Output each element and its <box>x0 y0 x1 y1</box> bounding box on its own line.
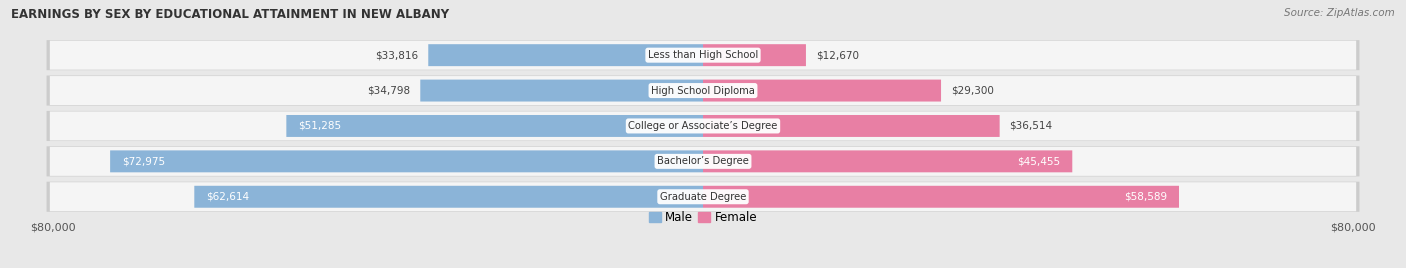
FancyBboxPatch shape <box>110 150 703 172</box>
Text: $34,798: $34,798 <box>367 85 411 96</box>
FancyBboxPatch shape <box>703 115 1000 137</box>
Legend: Male, Female: Male, Female <box>644 206 762 229</box>
Text: $58,589: $58,589 <box>1123 192 1167 202</box>
Text: Source: ZipAtlas.com: Source: ZipAtlas.com <box>1284 8 1395 18</box>
FancyBboxPatch shape <box>703 80 941 102</box>
Text: Less than High School: Less than High School <box>648 50 758 60</box>
FancyBboxPatch shape <box>194 186 703 208</box>
Text: $45,455: $45,455 <box>1017 156 1060 166</box>
FancyBboxPatch shape <box>703 186 1180 208</box>
FancyBboxPatch shape <box>287 115 703 137</box>
FancyBboxPatch shape <box>49 41 1357 70</box>
FancyBboxPatch shape <box>46 111 1360 141</box>
FancyBboxPatch shape <box>429 44 703 66</box>
FancyBboxPatch shape <box>49 111 1357 140</box>
FancyBboxPatch shape <box>46 76 1360 106</box>
Text: EARNINGS BY SEX BY EDUCATIONAL ATTAINMENT IN NEW ALBANY: EARNINGS BY SEX BY EDUCATIONAL ATTAINMEN… <box>11 8 450 21</box>
Text: College or Associate’s Degree: College or Associate’s Degree <box>628 121 778 131</box>
Text: $33,816: $33,816 <box>375 50 419 60</box>
Text: $62,614: $62,614 <box>207 192 250 202</box>
Text: High School Diploma: High School Diploma <box>651 85 755 96</box>
FancyBboxPatch shape <box>49 76 1357 105</box>
Text: $12,670: $12,670 <box>815 50 859 60</box>
FancyBboxPatch shape <box>49 182 1357 211</box>
FancyBboxPatch shape <box>420 80 703 102</box>
FancyBboxPatch shape <box>46 146 1360 176</box>
FancyBboxPatch shape <box>46 40 1360 70</box>
Text: Bachelor’s Degree: Bachelor’s Degree <box>657 156 749 166</box>
FancyBboxPatch shape <box>49 147 1357 176</box>
Text: $72,975: $72,975 <box>122 156 166 166</box>
FancyBboxPatch shape <box>703 44 806 66</box>
Text: $29,300: $29,300 <box>950 85 994 96</box>
FancyBboxPatch shape <box>703 150 1073 172</box>
Text: Graduate Degree: Graduate Degree <box>659 192 747 202</box>
Text: $51,285: $51,285 <box>298 121 342 131</box>
FancyBboxPatch shape <box>46 182 1360 212</box>
Text: $36,514: $36,514 <box>1010 121 1053 131</box>
